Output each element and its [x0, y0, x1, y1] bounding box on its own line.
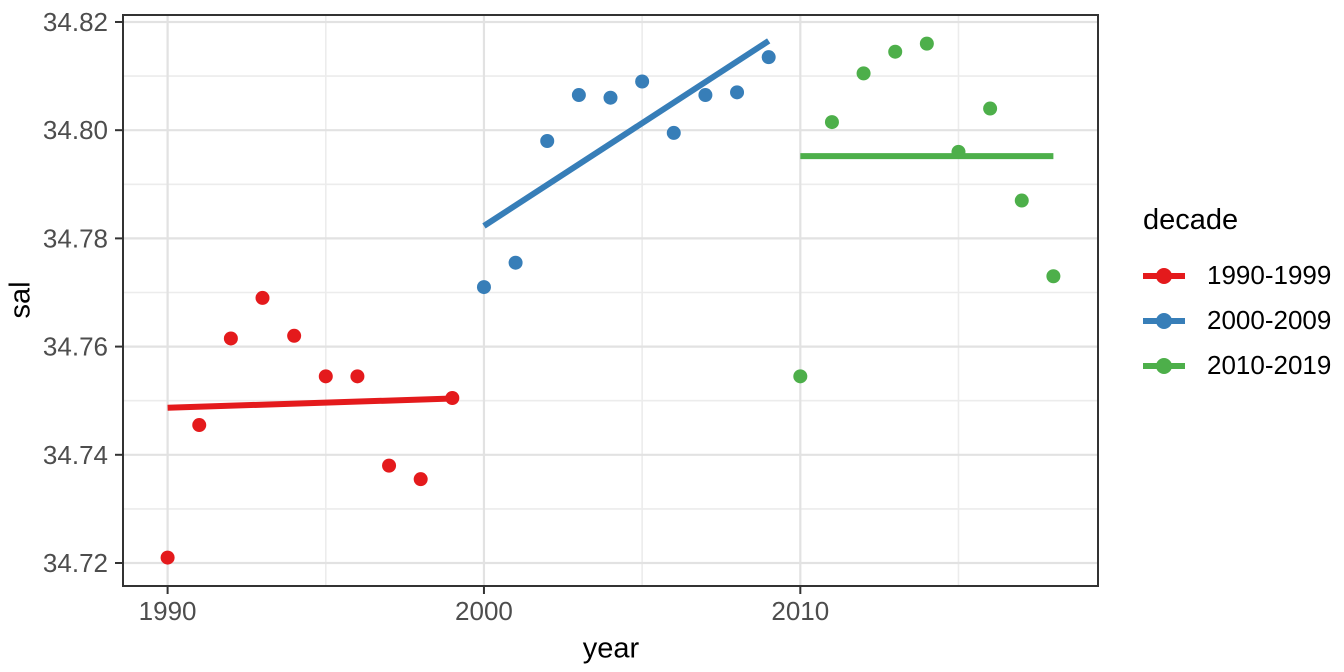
trend-line — [167, 395, 453, 411]
data-point — [730, 85, 745, 100]
x-axis-title: year — [582, 632, 640, 665]
legend-label: 2000-2009 — [1207, 305, 1332, 335]
legend-key-line-dot-icon — [1143, 312, 1185, 329]
y-axis-tick-label: 34.78 — [43, 223, 108, 253]
data-point — [1014, 193, 1029, 208]
y-axis-title: sal — [4, 281, 37, 319]
legend: decade 1990-1999 2000-2009 2010-2019 — [1141, 204, 1331, 388]
data-point — [445, 390, 460, 405]
data-point — [824, 115, 839, 130]
data-point — [856, 66, 871, 81]
panel-border — [122, 14, 1099, 587]
y-axis-tick-label: 34.72 — [43, 548, 108, 578]
data-point — [382, 458, 397, 473]
legend-label: 2010-2019 — [1207, 350, 1332, 380]
data-point — [571, 88, 586, 103]
data-point — [761, 50, 776, 65]
data-point — [413, 472, 428, 487]
data-point — [476, 280, 491, 295]
data-point — [951, 144, 966, 159]
data-point — [160, 550, 175, 565]
data-point — [919, 36, 934, 51]
x-axis-tick-label: 2010 — [771, 596, 829, 626]
data-point — [540, 134, 555, 149]
data-point — [508, 255, 523, 270]
data-point — [698, 88, 713, 103]
y-axis-tick-label: 34.76 — [43, 332, 108, 362]
data-point — [793, 369, 808, 384]
data-point — [318, 369, 333, 384]
legend-label: 1990-1999 — [1207, 260, 1332, 290]
legend-key-line-dot-icon — [1143, 357, 1185, 374]
legend-item: 2000-2009 — [1141, 298, 1331, 343]
y-axis-tick-label: 34.82 — [43, 7, 108, 37]
data-point — [255, 290, 270, 305]
y-axis-tick-label: 34.80 — [43, 115, 108, 145]
data-point — [192, 418, 207, 433]
data-point — [983, 101, 998, 116]
data-point — [287, 328, 302, 343]
data-point — [603, 90, 618, 105]
data-point — [350, 369, 365, 384]
y-axis-tick-label: 34.74 — [43, 440, 108, 470]
data-point — [223, 331, 238, 346]
data-point — [1046, 269, 1061, 284]
legend-title: decade — [1143, 204, 1239, 236]
data-point — [635, 74, 650, 89]
legend-item: 1990-1999 — [1141, 253, 1331, 298]
data-point — [666, 125, 681, 140]
trend-line — [482, 38, 771, 229]
x-axis-tick-label: 1990 — [139, 596, 197, 626]
legend-key-line-dot-icon — [1143, 267, 1185, 284]
data-point — [888, 44, 903, 59]
x-axis-tick-label: 2000 — [455, 596, 513, 626]
legend-item: 2010-2019 — [1141, 343, 1331, 388]
